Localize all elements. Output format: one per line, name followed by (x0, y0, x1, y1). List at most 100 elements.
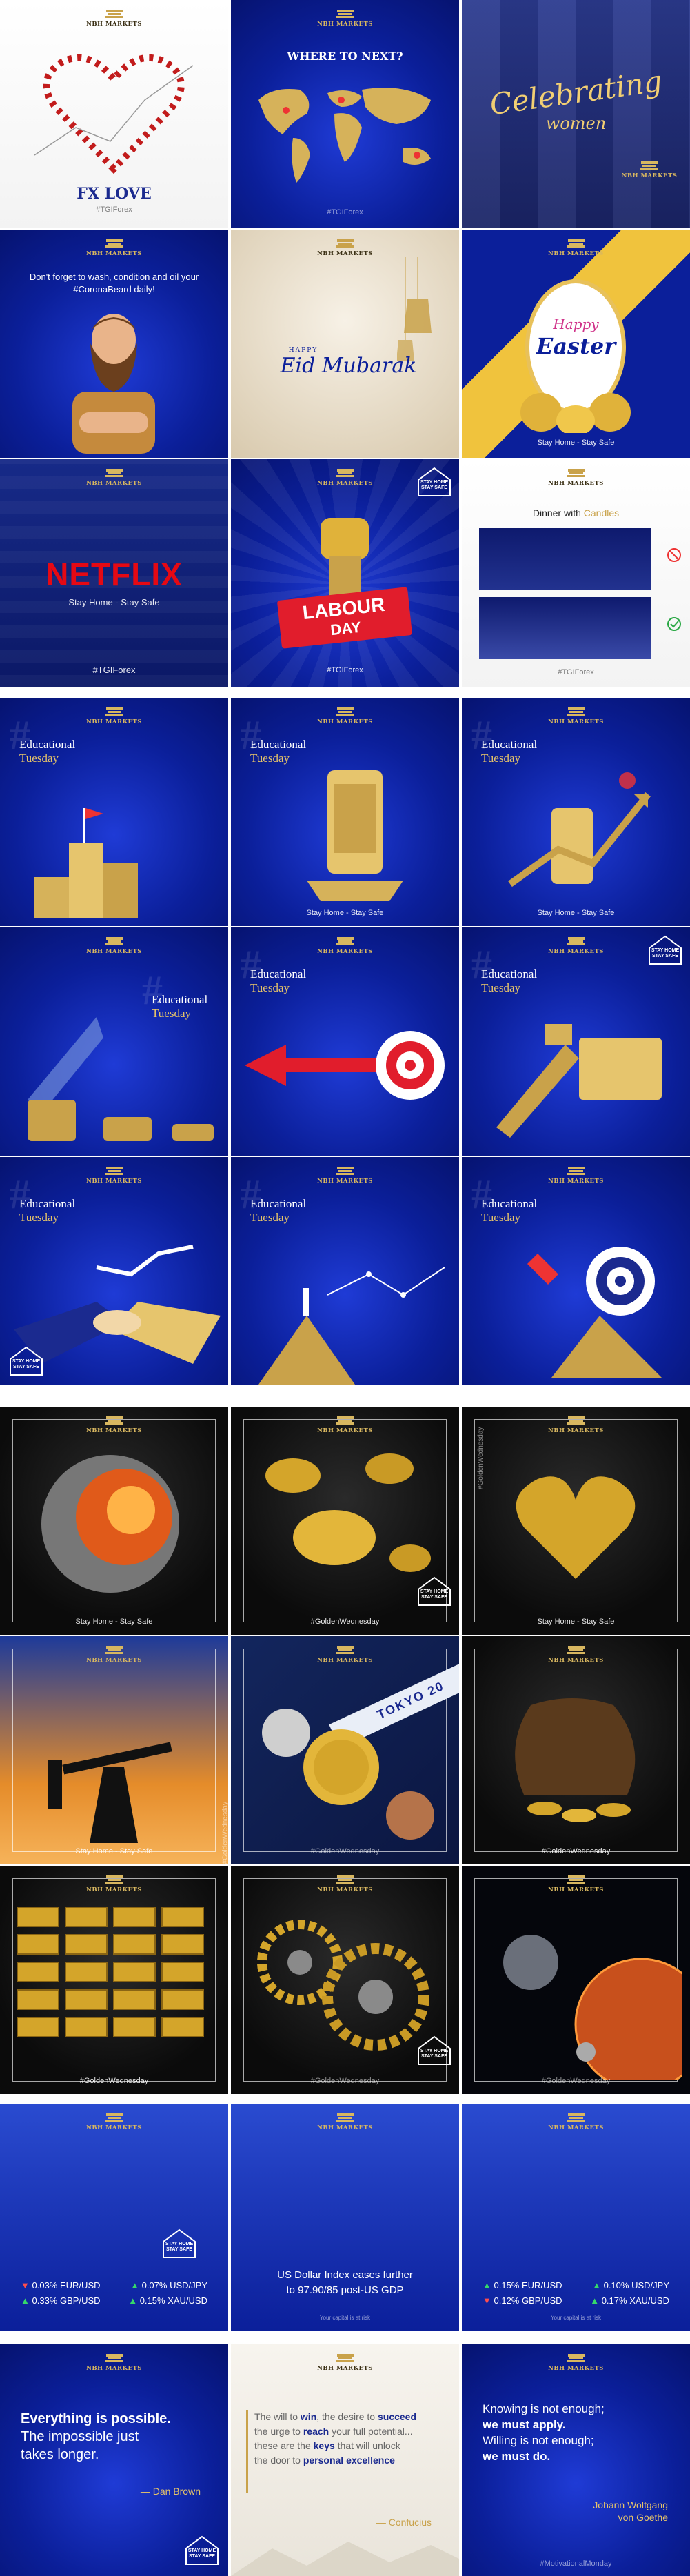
stay-home-badge: STAY HOME STAY SAFE (161, 2228, 197, 2260)
brand-logo: NBH MARKETS (545, 2111, 607, 2138)
brand-logo: NBH MARKETS (83, 2111, 145, 2138)
vertical-hashtag: #GoldenWednesday (221, 1802, 228, 1864)
fx-quote: ▼ 0.03% EUR/USD (21, 2280, 101, 2291)
photo-frame (474, 1419, 678, 1622)
hashtag: #TGIForex (327, 666, 363, 674)
post-gold-bars[interactable]: NBH MARKETS #GoldenWednesday (0, 1866, 228, 2094)
hashtag: #TGIForex (96, 205, 132, 214)
brand-logo: NBH MARKETS (314, 1164, 376, 1191)
post-dinner-candles[interactable]: NBH MARKETS Dinner with Candles #TGIFore… (462, 459, 690, 687)
edu-label: # Educational Tuesday (10, 712, 76, 765)
astronaut-helmet-icon (41, 1455, 179, 1593)
post-edu-1[interactable]: NBH MARKETS # Educational Tuesday (0, 698, 228, 926)
brand-logo: NBH MARKETS (83, 237, 145, 264)
hashtag: #GoldenWednesday (79, 2077, 149, 2085)
rocket-target-icon (527, 1247, 662, 1378)
section-motivational-monday: NBH MARKETS Everything is possible. The … (0, 2344, 690, 2576)
post-where-to-next[interactable]: NBH MARKETS WHERE TO NEXT? #TGIForex (231, 0, 459, 228)
post-edu-7[interactable]: NBH MARKETS # Educational Tuesday STAY HOM… (0, 1157, 228, 1385)
post-gold-oil-pump[interactable]: NBH MARKETS Stay Home - Stay Safe #Golde… (0, 1636, 228, 1864)
post-edu-2[interactable]: NBH MARKETS # Educational Tuesday Stay Hom… (231, 698, 459, 926)
post-happy-easter[interactable]: NBH MARKETS Happy Easter Stay Home - Sta… (462, 230, 690, 458)
quote-author-2: von Goethe (618, 2512, 668, 2523)
quote-author: — Confucius (376, 2517, 432, 2528)
fx-quote: ▼ 0.12% GBP/USD (483, 2295, 562, 2306)
risk-warning: Your capital is at risk (550, 2315, 602, 2321)
post-quote-confucius[interactable]: NBH MARKETS The will to win, the desire … (231, 2344, 459, 2576)
post-gold-coins-bag[interactable]: NBH MARKETS #GoldenWednesday (462, 1636, 690, 1864)
photo-frame (243, 1419, 447, 1622)
post-quote-goethe[interactable]: NBH MARKETS Knowing is not enough; we mu… (462, 2344, 690, 2576)
brand-logo: NBH MARKETS (83, 705, 145, 732)
post-market-center[interactable]: NBH MARKETS US Dollar Index eases furthe… (231, 2104, 459, 2331)
post-celebrating-women[interactable]: Celebrating women NBH MARKETS (462, 0, 690, 228)
post-edu-4[interactable]: NBH MARKETS # Educational Tuesday (0, 927, 228, 1156)
brand-logo: NBH MARKETS (83, 1164, 145, 1191)
stay-safe-caption: Stay Home - Stay Safe (537, 909, 615, 917)
stay-safe-caption: Stay Home - Stay Safe (75, 1618, 153, 1626)
post-gold-nuggets[interactable]: NBH MARKETS #GoldenWednesday STAY HOME S… (231, 1407, 459, 1635)
fx-quote: ▲ 0.15% XAU/USD (128, 2295, 207, 2306)
post-edu-3[interactable]: NBH MARKETS # Educational Tuesday Stay Hom… (462, 698, 690, 926)
gold-nugget-icon (265, 1453, 431, 1572)
brand-logo: NBH MARKETS (545, 1413, 607, 1441)
section-golden-wednesday: NBH MARKETS Stay Home - Stay Safe NBH MA… (0, 1407, 690, 2094)
post-gold-heart[interactable]: NBH MARKETS Stay Home - Stay Safe #Golde… (462, 1407, 690, 1635)
edu-label: # Educational Tuesday (10, 1171, 76, 1224)
post-gold-medal[interactable]: NBH MARKETS TOKYO 20 #GoldenWednesday (231, 1636, 459, 1864)
post-eid-mubarak[interactable]: NBH MARKETS HAPPY Eid Mubarak (231, 230, 459, 458)
post-edu-5[interactable]: NBH MARKETS # Educational Tuesday (231, 927, 459, 1156)
post-netflix[interactable]: NBH MARKETS NETFLIX Stay Home - Stay Saf… (0, 459, 228, 687)
post-corona-beard[interactable]: NBH MARKETS Don't forget to wash, condit… (0, 230, 228, 458)
post-labour-day[interactable]: NBH MARKETS LABOUR DAY #TGIForex STAY HO… (231, 459, 459, 687)
post-edu-9[interactable]: NBH MARKETS # Educational Tuesday (462, 1157, 690, 1385)
easter-egg-icon (520, 279, 631, 433)
post-quote-dan-brown[interactable]: NBH MARKETS Everything is possible. The … (0, 2344, 228, 2576)
hashtag: #TGIForex (327, 208, 363, 217)
brand-logo: NBH MARKETS (545, 705, 607, 732)
bearded-man-icon (72, 314, 155, 454)
stay-home-badge: STAY HOME STAY SAFE (8, 1345, 44, 1377)
brand-logo: NBH MARKETS (545, 466, 607, 494)
post-market-right[interactable]: NBH MARKETS ▲ 0.15% EUR/USD ▲ 0.10% USD/… (462, 2104, 690, 2331)
post-edu-6[interactable]: NBH MARKETS # Educational Tuesday STAY HOM… (462, 927, 690, 1156)
post-edu-8[interactable]: NBH MARKETS # Educational Tuesday (231, 1157, 459, 1385)
stay-home-badge: STAY HOME STAY SAFE (184, 2535, 220, 2566)
quote-text: The will to win, the desire to succeed t… (254, 2411, 417, 2466)
brand-logo: NBH MARKETS (545, 934, 607, 962)
post-gold-astronaut[interactable]: NBH MARKETS Stay Home - Stay Safe (0, 1407, 228, 1635)
brand-logo: NBH MARKETS (618, 159, 680, 186)
netflix-logo: NETFLIX (45, 556, 183, 592)
hashtag: #TGIForex (92, 665, 136, 675)
fx-row-2: ▲ 0.33% GBP/USD ▲ 0.15% XAU/USD (21, 2295, 207, 2306)
post-gold-watch-gears[interactable]: NBH MARKETS #GoldenWednesday STAY HOME S… (231, 1866, 459, 2094)
gold-podium-icon (34, 808, 138, 918)
section-tgiforex: NBH MARKETS FX LOVE #TGIForex NBH MARKET… (0, 0, 690, 687)
brand-logo: NBH MARKETS (314, 934, 376, 962)
stay-safe-caption: Stay Home - Stay Safe (537, 439, 615, 447)
edu-label: # Educational Tuesday (471, 712, 538, 765)
lantern-icon (397, 257, 432, 361)
post-market-left[interactable]: NBH MARKETS ▼ 0.03% EUR/USD ▲ 0.07% USD/… (0, 2104, 228, 2331)
section-educational-tuesday: NBH MARKETS # Educational Tuesday NBH MARK… (0, 698, 690, 1385)
brand-logo: NBH MARKETS (545, 237, 607, 264)
handshake-icon (14, 1245, 221, 1364)
post-gold-planets[interactable]: NBH MARKETS #GoldenWednesday (462, 1866, 690, 2094)
market-headline-2: to 97.90/85 post-US GDP (286, 2284, 404, 2296)
stay-home-badge: STAY HOME STAY SAFE (647, 934, 683, 966)
post-text: Don't forget to wash, condition and oil … (29, 272, 199, 294)
brand-logo: NBH MARKETS (83, 1873, 145, 1900)
brand-logo: NBH MARKETS (314, 466, 376, 494)
mountain-telescope-icon (258, 1267, 445, 1385)
portrait-grid (462, 0, 690, 228)
fx-quote: ▲ 0.07% USD/JPY (130, 2280, 207, 2291)
brand-logo: NBH MARKETS (545, 1873, 607, 1900)
planets-icon (503, 1935, 682, 2080)
section-market-updates: NBH MARKETS ▼ 0.03% EUR/USD ▲ 0.07% USD/… (0, 2104, 690, 2331)
brand-logo: NBH MARKETS (314, 2111, 376, 2138)
hashtag: #GoldenWednesday (541, 1847, 611, 1855)
post-fx-love[interactable]: NBH MARKETS FX LOVE #TGIForex (0, 0, 228, 228)
gold-heart-icon (516, 1476, 636, 1579)
gold-bars-icon (17, 1907, 204, 2037)
newspaper-texture (0, 459, 228, 687)
